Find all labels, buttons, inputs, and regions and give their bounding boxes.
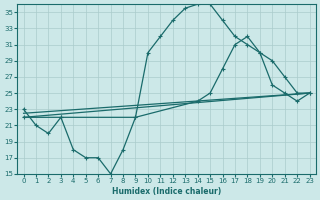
X-axis label: Humidex (Indice chaleur): Humidex (Indice chaleur) — [112, 187, 221, 196]
